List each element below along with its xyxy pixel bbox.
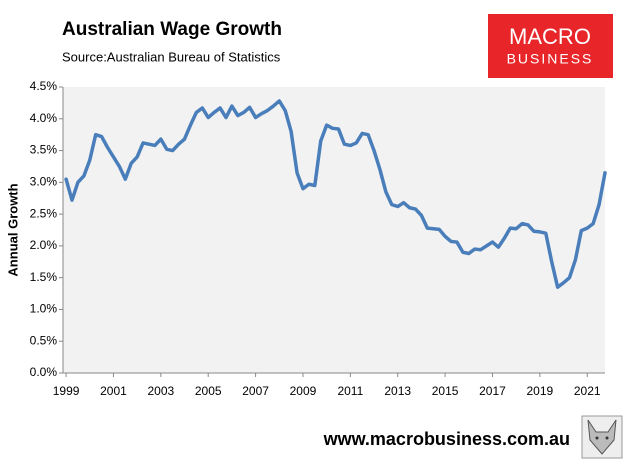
x-tick-label: 2019 [527,384,554,398]
chart-subtitle: Source:Australian Bureau of Statistics [62,49,281,64]
y-tick-label: 2.5% [30,206,58,220]
x-tick-label: 2015 [432,384,459,398]
y-tick-label: 4.0% [30,111,58,125]
y-tick-label: 3.0% [30,175,58,189]
y-tick-label: 4.5% [30,79,58,93]
chart-title: Australian Wage Growth [62,19,282,40]
x-tick-label: 2001 [100,384,127,398]
x-tick-label: 2021 [574,384,601,398]
x-tick-label: 2009 [290,384,317,398]
y-tick-label: 1.0% [30,302,58,316]
logo-text: MACRO [509,24,591,49]
y-tick-label: 1.5% [30,270,58,284]
y-tick-label: 0.5% [30,333,58,347]
logo-box [488,14,613,78]
y-axis-label: Annual Growth [5,183,20,276]
x-tick-label: 2017 [479,384,506,398]
footer-url: www.macrobusiness.com.au [323,429,570,449]
wolf-icon [581,415,623,459]
y-tick-label: 0.0% [30,365,58,379]
x-tick-label: 2003 [147,384,174,398]
x-tick-label: 2013 [384,384,411,398]
x-tick-label: 2007 [242,384,269,398]
data-line [64,99,607,289]
y-tick-label: 3.5% [30,143,58,157]
x-tick-label: 1999 [53,384,80,398]
logo-text: BUSINESS [507,51,594,67]
x-tick-label: 2011 [337,384,363,398]
y-tick-label: 2.0% [30,238,58,252]
x-tick-label: 2005 [195,384,222,398]
